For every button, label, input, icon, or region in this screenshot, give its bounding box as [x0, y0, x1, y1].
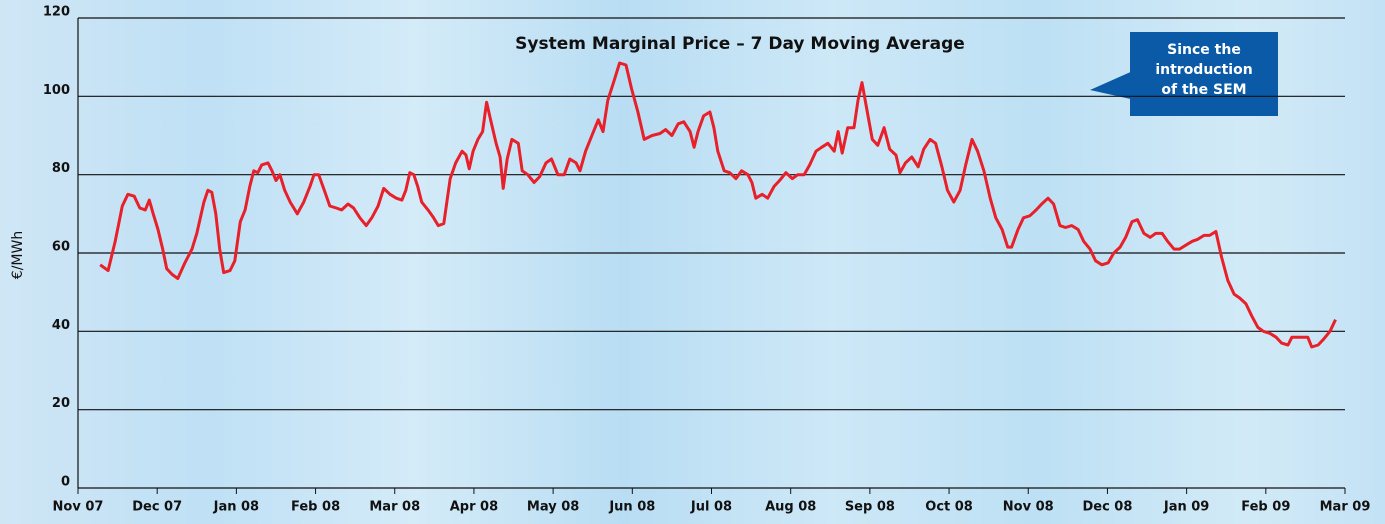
- y-tick-label: 20: [52, 396, 70, 411]
- y-tick-label: 0: [61, 475, 70, 490]
- callout-box: [1130, 32, 1278, 116]
- x-tick-label: Jan 08: [213, 500, 259, 515]
- x-tick-label: Dec 07: [132, 500, 182, 515]
- x-tick-label: May 08: [527, 500, 579, 515]
- x-tick-label: Apr 08: [450, 500, 498, 515]
- x-tick-label: Nov 07: [53, 500, 104, 515]
- y-tick-label: 80: [52, 161, 70, 176]
- x-tick-label: Sep 08: [845, 500, 895, 515]
- annotation: Since the: [1167, 42, 1241, 58]
- x-tick-label: Mar 09: [1320, 500, 1371, 515]
- x-tick-label: Feb 09: [1241, 500, 1290, 515]
- y-axis-label: €/MWh: [10, 231, 26, 279]
- callout-pointer: [1090, 70, 1135, 100]
- x-tick-label: Jul 08: [690, 500, 732, 515]
- annotation: introduction: [1155, 62, 1252, 78]
- annotation: of the SEM: [1161, 82, 1246, 98]
- chart-title: System Marginal Price – 7 Day Moving Ave…: [515, 34, 965, 54]
- x-tick-label: Jun 08: [608, 500, 655, 515]
- x-tick-label: Mar 08: [369, 500, 420, 515]
- data-line: [99, 61, 1337, 349]
- x-tick-label: Dec 08: [1082, 500, 1132, 515]
- x-tick-label: Jan 09: [1163, 500, 1209, 515]
- y-tick-label: 40: [52, 318, 70, 333]
- y-tick-label: 60: [52, 240, 70, 255]
- x-tick-label: Aug 08: [765, 500, 816, 515]
- x-tick-label: Oct 08: [925, 500, 973, 515]
- y-tick-label: 120: [43, 5, 70, 20]
- x-tick-label: Feb 08: [291, 500, 340, 515]
- y-tick-label: 100: [43, 83, 70, 98]
- x-tick-label: Nov 08: [1003, 500, 1054, 515]
